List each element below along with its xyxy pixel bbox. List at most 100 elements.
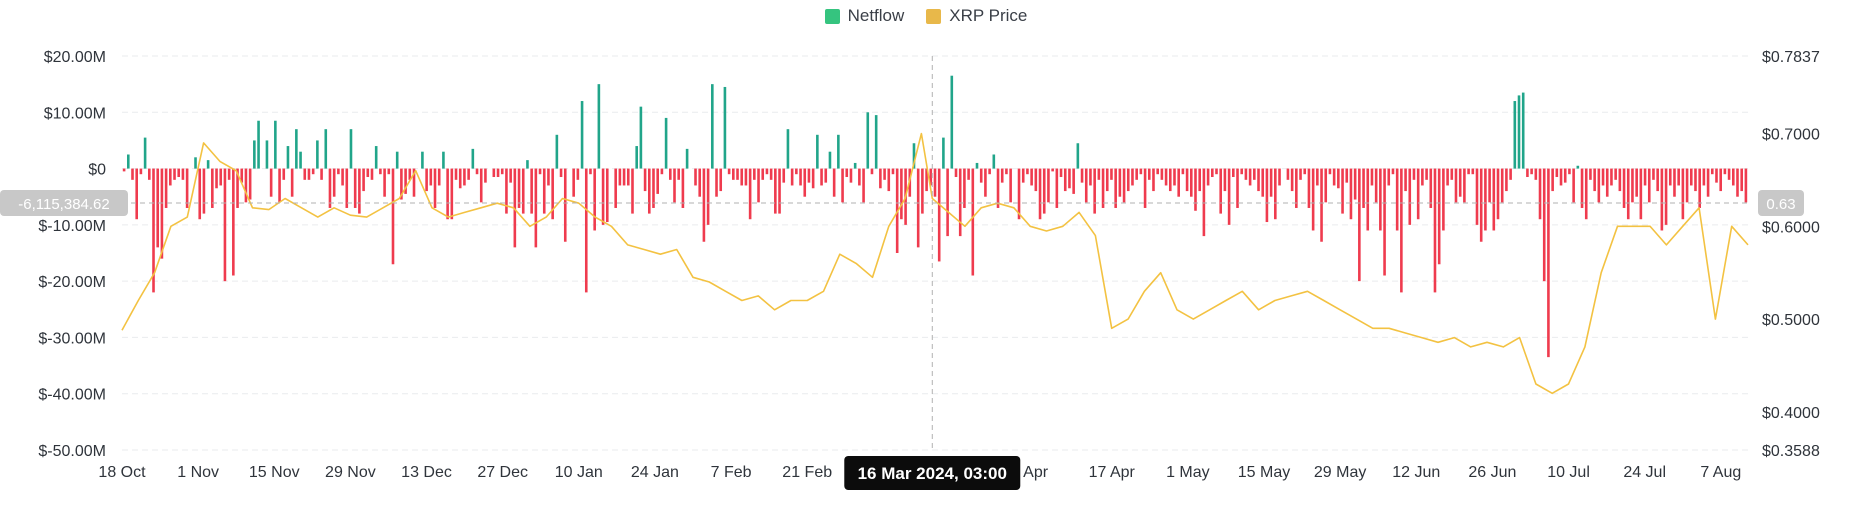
netflow-bar[interactable] [164, 168, 168, 208]
netflow-bar[interactable] [1059, 168, 1063, 178]
netflow-bar[interactable] [282, 168, 286, 180]
netflow-bar[interactable] [685, 148, 689, 169]
netflow-bar[interactable] [1206, 168, 1210, 186]
netflow-bar[interactable] [643, 168, 647, 192]
netflow-bar[interactable] [555, 134, 559, 169]
netflow-bar[interactable] [1383, 168, 1386, 276]
netflow-bar[interactable] [328, 168, 332, 208]
netflow-bar[interactable] [421, 151, 424, 169]
netflow-bar[interactable] [1513, 101, 1517, 169]
netflow-bar[interactable] [807, 168, 811, 183]
netflow-bar[interactable] [253, 140, 256, 169]
netflow-bar[interactable] [1610, 168, 1613, 186]
netflow-bar[interactable] [580, 101, 584, 169]
netflow-bar[interactable] [1110, 168, 1113, 180]
netflow-bar[interactable] [1072, 168, 1075, 194]
netflow-bar[interactable] [757, 168, 760, 203]
netflow-bar[interactable] [1139, 168, 1143, 175]
netflow-bar[interactable] [437, 168, 441, 186]
netflow-bar[interactable] [652, 168, 655, 208]
netflow-bar[interactable] [1555, 168, 1559, 178]
netflow-bar[interactable] [1261, 168, 1265, 197]
netflow-bar[interactable] [1618, 168, 1622, 192]
netflow-bar[interactable] [1442, 168, 1445, 231]
netflow-bar[interactable] [127, 154, 130, 169]
netflow-bar[interactable] [358, 168, 361, 214]
netflow-bar[interactable] [1421, 168, 1424, 186]
netflow-bar[interactable] [1505, 168, 1508, 192]
netflow-bar[interactable] [181, 168, 185, 180]
netflow-bar[interactable] [1269, 168, 1273, 197]
netflow-bar[interactable] [341, 168, 344, 186]
netflow-bar[interactable] [1639, 168, 1643, 220]
netflow-bar[interactable] [1467, 168, 1470, 175]
netflow-bar[interactable] [1000, 168, 1004, 183]
netflow-bar[interactable] [185, 168, 189, 208]
netflow-bar[interactable] [891, 168, 895, 175]
netflow-bar[interactable] [1458, 168, 1462, 197]
legend-item-xrp-price[interactable]: XRP Price [926, 6, 1027, 26]
netflow-bar[interactable] [559, 168, 563, 178]
netflow-bar[interactable] [1593, 168, 1596, 192]
netflow-bar[interactable] [551, 168, 554, 220]
netflow-bar[interactable] [782, 168, 786, 183]
netflow-bar[interactable] [290, 168, 294, 197]
netflow-bar[interactable] [622, 168, 626, 186]
netflow-bar[interactable] [463, 168, 466, 186]
xrp-price-line[interactable] [121, 132, 1749, 395]
netflow-bar[interactable] [618, 168, 622, 186]
netflow-bar[interactable] [1643, 168, 1647, 186]
netflow-bar[interactable] [1551, 168, 1554, 192]
netflow-bar[interactable] [198, 168, 202, 220]
netflow-bar[interactable] [1021, 168, 1025, 183]
netflow-bar[interactable] [719, 168, 723, 192]
netflow-bar[interactable] [1631, 168, 1634, 203]
netflow-bar[interactable] [366, 168, 370, 178]
netflow-bar[interactable] [1122, 168, 1126, 203]
netflow-bar[interactable] [1324, 168, 1328, 203]
netflow-bar[interactable] [1366, 168, 1370, 231]
netflow-bar[interactable] [656, 168, 659, 194]
netflow-bar[interactable] [1017, 168, 1021, 220]
netflow-bar[interactable] [446, 168, 449, 220]
netflow-bar[interactable] [1471, 168, 1475, 175]
netflow-bar[interactable] [1425, 168, 1428, 180]
netflow-bar[interactable] [215, 168, 218, 189]
netflow-bar[interactable] [1492, 168, 1496, 231]
netflow-bar[interactable] [316, 140, 319, 169]
netflow-bar[interactable] [1500, 168, 1504, 203]
netflow-bar[interactable] [1286, 168, 1290, 180]
netflow-bar[interactable] [1689, 168, 1693, 186]
netflow-bar[interactable] [1055, 168, 1059, 208]
netflow-bar[interactable] [412, 168, 416, 197]
netflow-bar[interactable] [614, 168, 617, 208]
netflow-bar[interactable] [1101, 168, 1105, 208]
netflow-bar[interactable] [160, 168, 164, 259]
netflow-bar[interactable] [517, 168, 521, 208]
netflow-bar[interactable] [454, 168, 458, 180]
netflow-bar[interactable] [858, 168, 861, 186]
netflow-bar[interactable] [1589, 168, 1592, 180]
netflow-bar[interactable] [194, 157, 197, 169]
netflow-bar[interactable] [1387, 168, 1391, 186]
netflow-bar[interactable] [765, 168, 769, 175]
netflow-bar[interactable] [206, 160, 210, 169]
netflow-bar[interactable] [1248, 168, 1252, 186]
netflow-bar[interactable] [1240, 168, 1244, 175]
netflow-bar[interactable] [732, 168, 735, 180]
netflow-bar[interactable] [1668, 168, 1672, 186]
netflow-bar[interactable] [177, 168, 181, 178]
netflow-bar[interactable] [1236, 168, 1239, 208]
netflow-bar[interactable] [979, 168, 983, 183]
netflow-bar[interactable] [1559, 168, 1563, 186]
netflow-bar[interactable] [1118, 168, 1122, 197]
netflow-bar[interactable] [1349, 168, 1353, 220]
netflow-bar[interactable] [135, 168, 138, 220]
netflow-bar[interactable] [1488, 168, 1491, 203]
netflow-bar[interactable] [349, 129, 353, 169]
netflow-bar[interactable] [933, 168, 937, 197]
netflow-bar[interactable] [1068, 168, 1071, 189]
netflow-bar[interactable] [799, 168, 802, 186]
netflow-bar[interactable] [1626, 168, 1630, 220]
netflow-bar[interactable] [563, 168, 567, 242]
